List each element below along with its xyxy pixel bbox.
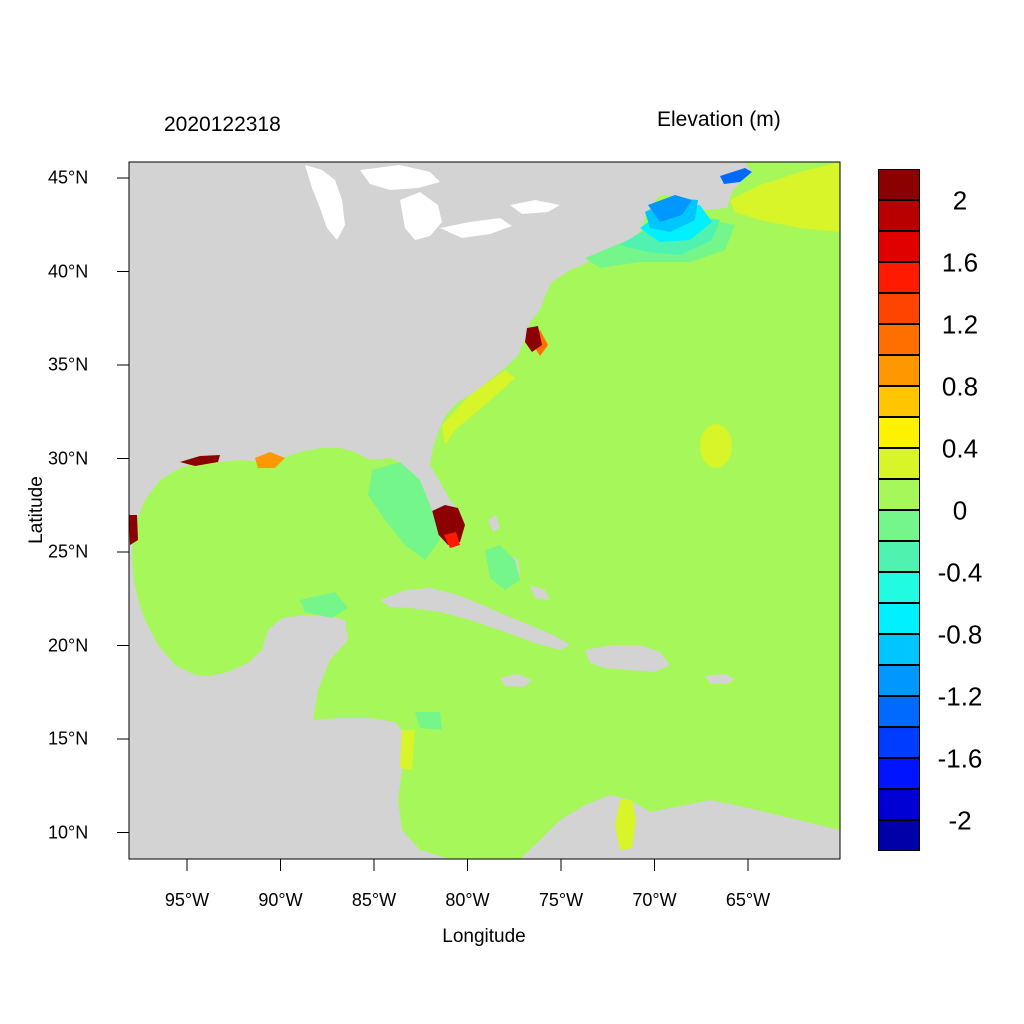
land-jamaica (500, 674, 532, 687)
x-tick-label: 90°W (258, 890, 303, 910)
legend-label: 1.6 (941, 247, 979, 278)
legend-swatch (878, 758, 920, 789)
legend-swatch (878, 231, 920, 262)
legend-swatch (878, 727, 920, 758)
legend-label: 2 (952, 185, 968, 216)
legend-swatch (878, 324, 920, 355)
legend-swatch (878, 789, 920, 820)
surge-positive-texas (129, 515, 138, 545)
legend-swatch (878, 293, 920, 324)
surge-positive-nc-2 (525, 326, 542, 352)
x-tick-label: 95°W (164, 890, 210, 910)
eddy-positive (700, 424, 732, 468)
y-axis-label: Latitude (26, 476, 47, 544)
y-tick-label: 30°N (48, 448, 89, 468)
land-south-america (520, 795, 840, 859)
axis-ticks (117, 177, 749, 871)
x-axis-label: Longitude (442, 926, 526, 947)
legend-swatch (878, 262, 920, 293)
color-legend (878, 169, 920, 853)
legend-swatch (878, 448, 920, 479)
legend-label: -2 (948, 805, 972, 836)
legend-swatch (878, 355, 920, 386)
surge-positive-florida-2 (444, 532, 460, 548)
legend-swatch (878, 417, 920, 448)
legend-label: -1.2 (937, 681, 983, 712)
surge-negative-yucatan (300, 592, 348, 618)
y-tick-label: 15°N (48, 728, 89, 749)
legend-label: 0.4 (941, 433, 979, 464)
surge-positive-gulf-coast-2 (180, 455, 220, 466)
legend-swatch (878, 479, 920, 510)
y-tick-label: 40°N (48, 261, 89, 281)
map-timestamp: 2020122318 (164, 113, 281, 136)
legend-swatch (878, 696, 920, 727)
legend-label: -0.8 (937, 619, 983, 650)
legend-swatch (878, 603, 920, 634)
legend-swatch (878, 665, 920, 696)
surge-positive-coast-se (442, 370, 515, 445)
legend-swatch (878, 169, 920, 200)
legend-label: -1.6 (937, 743, 983, 774)
legend-swatch (878, 510, 920, 541)
legend-swatch (878, 200, 920, 231)
legend-swatch (878, 820, 920, 851)
land-puerto-rico (705, 674, 735, 684)
surge-positive-maracaibo (615, 800, 636, 850)
surge-negative-fl-shelf (368, 462, 440, 560)
surge-positive-gulf-coast (255, 452, 285, 468)
surge-negative-bahamas (485, 545, 520, 590)
surge-negative-honduras (415, 712, 442, 730)
legend-label: 1.2 (941, 309, 979, 340)
x-tick-label: 75°W (538, 890, 584, 910)
x-tick-label: 80°W (445, 890, 490, 910)
x-tick-label: 70°W (632, 890, 677, 910)
surge-negative-6 (720, 168, 752, 184)
y-tick-label: 25°N (48, 541, 89, 562)
legend-label: 0.8 (941, 371, 979, 402)
land-hispaniola (585, 645, 670, 672)
variable-title: Elevation (m) (657, 108, 781, 131)
x-tick-label: 65°W (725, 890, 771, 910)
legend-swatch (878, 572, 920, 603)
y-tick-label: 20°N (48, 635, 89, 655)
surge-negative-5 (648, 195, 692, 222)
y-tick-label: 35°N (48, 354, 89, 375)
y-tick-label: 10°N (48, 822, 89, 842)
x-tick-label: 85°W (351, 890, 397, 910)
land-bahamas (488, 515, 550, 600)
surge-positive-ne (730, 162, 840, 232)
legend-label: 0 (952, 495, 968, 526)
legend-swatch (878, 386, 920, 417)
surge-positive-nicaragua (400, 730, 415, 770)
legend-swatch (878, 634, 920, 665)
great-lakes (305, 165, 560, 240)
plot-frame (128, 161, 841, 860)
legend-swatch (878, 541, 920, 572)
land-cuba (380, 588, 570, 650)
legend-label: -0.4 (937, 557, 983, 588)
y-tick-label: 45°N (48, 167, 89, 188)
